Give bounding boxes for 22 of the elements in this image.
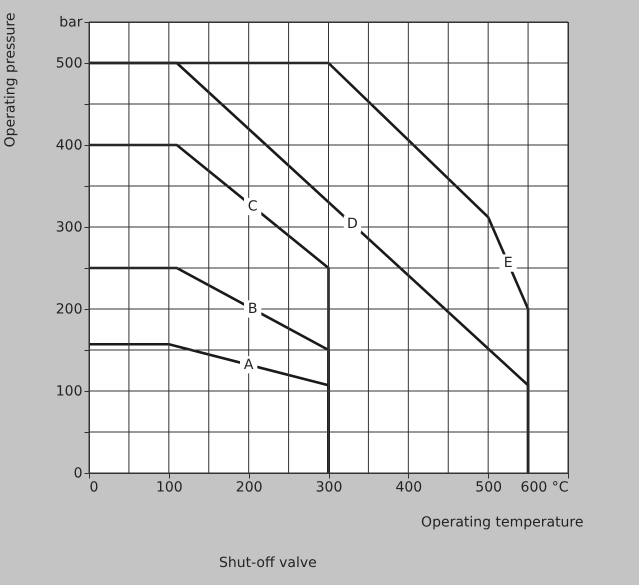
- x-tick-label: 0: [90, 480, 98, 496]
- x-tick-label: 500: [475, 480, 502, 496]
- y-tick-label: 100: [56, 384, 82, 400]
- y-tick-label: 200: [56, 302, 82, 318]
- series-label: D: [347, 216, 358, 232]
- series-label: A: [244, 356, 254, 373]
- y-tick-label: 300: [56, 220, 82, 236]
- y-axis-title: Operating pressure: [2, 12, 18, 148]
- series-label: C: [248, 198, 258, 214]
- x-tick-label: 300: [316, 480, 342, 496]
- x-tick-label: 600 °C: [520, 480, 569, 496]
- y-tick-label: 400: [56, 138, 82, 154]
- text: Shut-off valve: [219, 555, 317, 571]
- y-tick-label: 500: [56, 56, 82, 72]
- x-tick-label: 100: [156, 480, 183, 496]
- series-label: E: [504, 255, 513, 272]
- x-axis-title: Operating temperature: [421, 514, 584, 530]
- x-tick-label: 400: [395, 480, 422, 496]
- series-label: B: [248, 301, 258, 317]
- y-tick-label: bar: [59, 14, 83, 30]
- x-tick-label: 200: [236, 480, 263, 496]
- y-tick-label: 0: [74, 466, 82, 482]
